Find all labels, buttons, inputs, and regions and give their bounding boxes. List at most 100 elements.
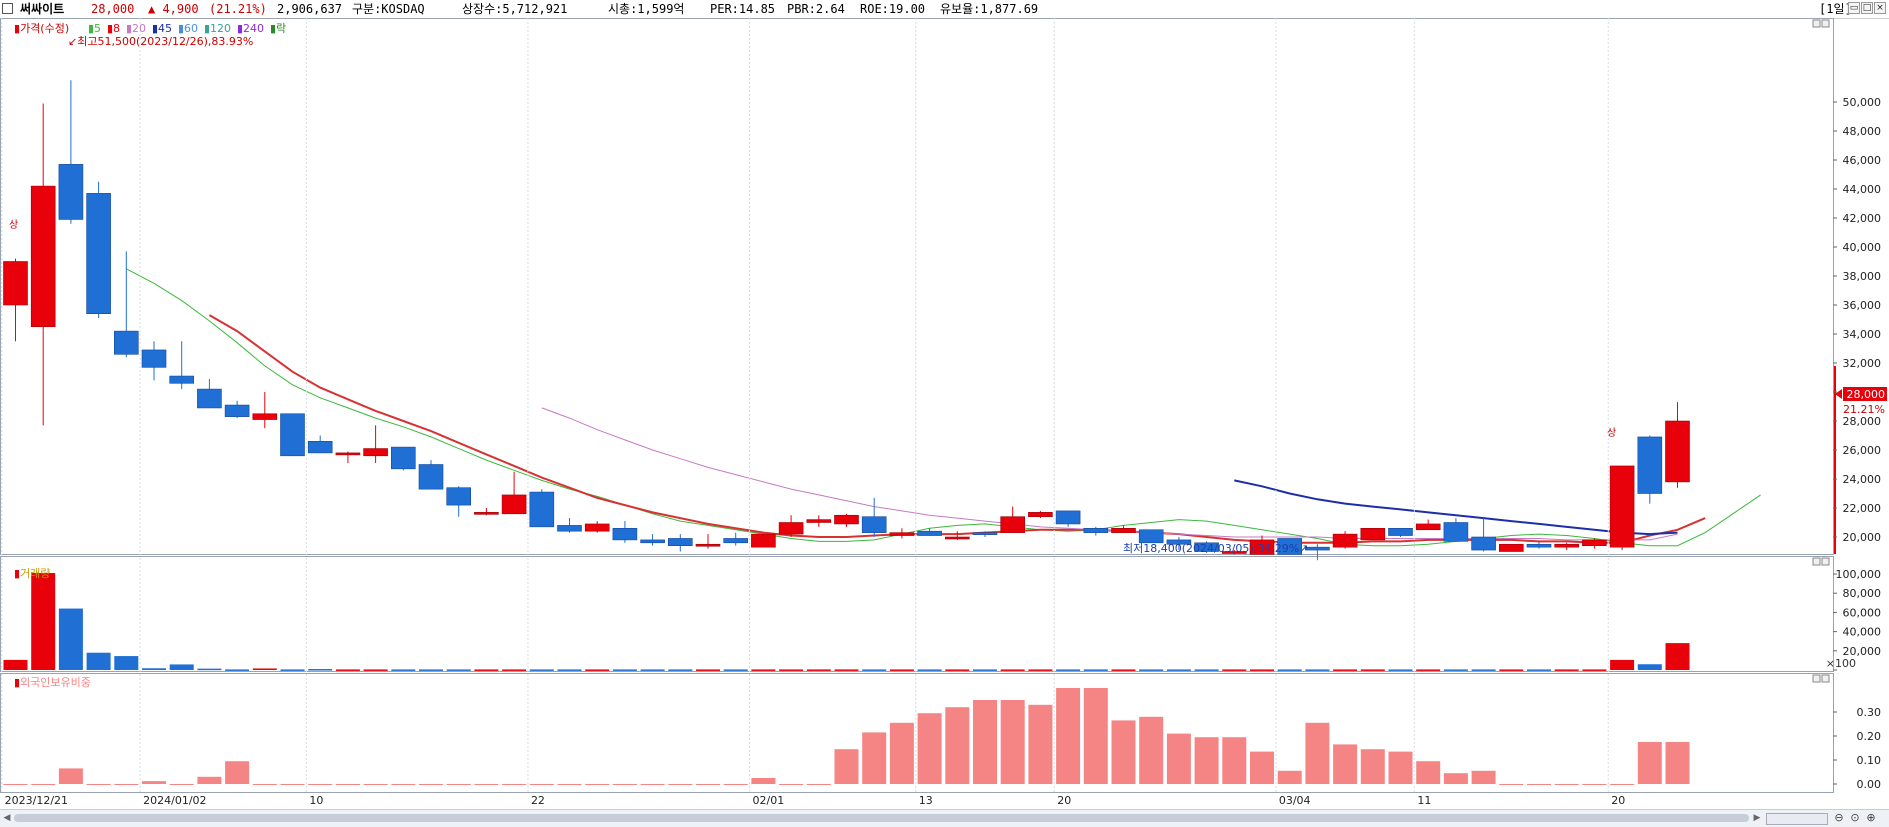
volume-bar (391, 669, 416, 671)
candle (1222, 550, 1247, 555)
foreign-bar (502, 784, 527, 785)
candle (390, 446, 416, 471)
close-icon[interactable]: × (1874, 2, 1886, 14)
candle-body (1388, 527, 1413, 536)
maximize-icon[interactable]: □ (1861, 2, 1873, 14)
select-checkbox[interactable] (2, 3, 13, 14)
price-tick-label: 36,000 (1843, 299, 1882, 312)
volume-bar (889, 669, 914, 671)
chart-scrollbar[interactable]: ◀ ▶ ⊖ ⊙ ⊕ (0, 809, 1889, 827)
foreign-bar (446, 784, 471, 785)
ma-legend-item: ▮240 (237, 22, 264, 35)
candle (474, 508, 499, 516)
foreign-bar (1222, 737, 1247, 784)
foreign-bar (723, 784, 748, 785)
volume-bar (58, 608, 83, 670)
scroll-thumb[interactable] (14, 814, 1749, 822)
foreign-bar (751, 778, 776, 784)
candle-body (114, 330, 139, 355)
candle (86, 181, 111, 319)
candle (58, 80, 84, 224)
candle (1083, 526, 1109, 536)
candle-body (3, 261, 28, 306)
volume-bar (419, 669, 443, 671)
reserve-ratio: 유보율:1,877.69 (940, 2, 1039, 16)
scroll-right-icon[interactable]: ▶ (1753, 813, 1761, 823)
foreign-bar (363, 784, 388, 785)
foreign-bar (668, 784, 693, 785)
info-bar: 써싸이트 28,000 ▲ 4,900 (21.21%) 2,906,637 구… (0, 0, 1889, 19)
candle (252, 392, 278, 429)
volume-bar (1333, 669, 1358, 671)
candle-body (529, 491, 555, 528)
candle (446, 486, 472, 517)
volume-bar (806, 669, 831, 671)
candle-body (1277, 538, 1302, 555)
candle (169, 341, 194, 390)
candle-body (1637, 436, 1663, 494)
ma-legend-item: ▮락 (270, 22, 286, 35)
zoom-reset-icon[interactable]: ⊙ (1850, 811, 1860, 824)
low-annotation: 최저18,400(2024/03/05),34.29%↗ (1123, 542, 1308, 555)
foreign-bar (86, 784, 111, 785)
candle-body (1499, 543, 1524, 552)
volume-bar (751, 669, 776, 671)
price-change-pct: (21.21%) (209, 2, 267, 16)
volume-panel-title: ▮거래량 (14, 567, 50, 580)
volume-bar (1166, 669, 1191, 671)
x-tick-label: 20 (1057, 794, 1071, 807)
foreign-bar (197, 776, 222, 784)
per-value: PER:14.85 (710, 2, 776, 16)
foreign-bar (1333, 744, 1358, 784)
market-type: 구분:KOSDAQ (352, 2, 425, 16)
candle-body (58, 164, 84, 220)
candle (972, 531, 998, 537)
foreign-bar (1665, 742, 1690, 784)
foreign-bar (973, 700, 997, 784)
candle-body (197, 388, 222, 409)
price-tick-label: 50,000 (1843, 96, 1882, 109)
candle (944, 531, 970, 540)
price-legend: ▮가격(수정) (14, 22, 69, 35)
foreign-bar (280, 784, 305, 785)
candle (114, 251, 139, 358)
foreign-bar (335, 784, 360, 785)
candle-body (834, 514, 859, 525)
candle (861, 497, 887, 537)
foreign-tick-label: 0.00 (1857, 778, 1882, 791)
candle-body (390, 446, 416, 470)
zoom-in-icon[interactable]: ⊕ (1866, 811, 1876, 824)
volume-bar (1277, 669, 1302, 671)
volume-bar (585, 669, 610, 671)
volume-bar (31, 573, 56, 670)
restore-icon[interactable]: ▭ (1848, 2, 1860, 14)
zoom-slider[interactable] (1766, 813, 1828, 825)
volume-bar (973, 669, 997, 671)
foreign-tick-label: 0.30 (1857, 706, 1882, 719)
candle (501, 471, 527, 515)
volume-bar (1360, 669, 1385, 671)
volume-bar (197, 668, 222, 671)
scroll-left-icon[interactable]: ◀ (3, 813, 11, 823)
volume-bar (1416, 669, 1441, 671)
foreign-bar (1499, 784, 1524, 785)
volume-bar (1388, 669, 1413, 671)
candle-body (1028, 512, 1053, 518)
candle-body (418, 464, 444, 490)
zoom-out-icon[interactable]: ⊖ (1834, 811, 1844, 824)
period-selector[interactable]: [1일] (1819, 2, 1852, 16)
candle (1166, 537, 1192, 551)
candle-body (584, 523, 610, 532)
foreign-bar (252, 784, 277, 785)
candle (280, 413, 305, 457)
volume-bar (1610, 659, 1635, 670)
volume-bar (640, 669, 665, 671)
stock-price: 28,000 (91, 2, 135, 16)
candle (1111, 525, 1136, 533)
panel-close-icon (1821, 557, 1830, 566)
foreign-bar (3, 784, 28, 785)
volume-bar (169, 664, 194, 670)
candle-body (889, 532, 915, 536)
foreign-bar (391, 784, 416, 785)
volume-bar (668, 669, 693, 671)
